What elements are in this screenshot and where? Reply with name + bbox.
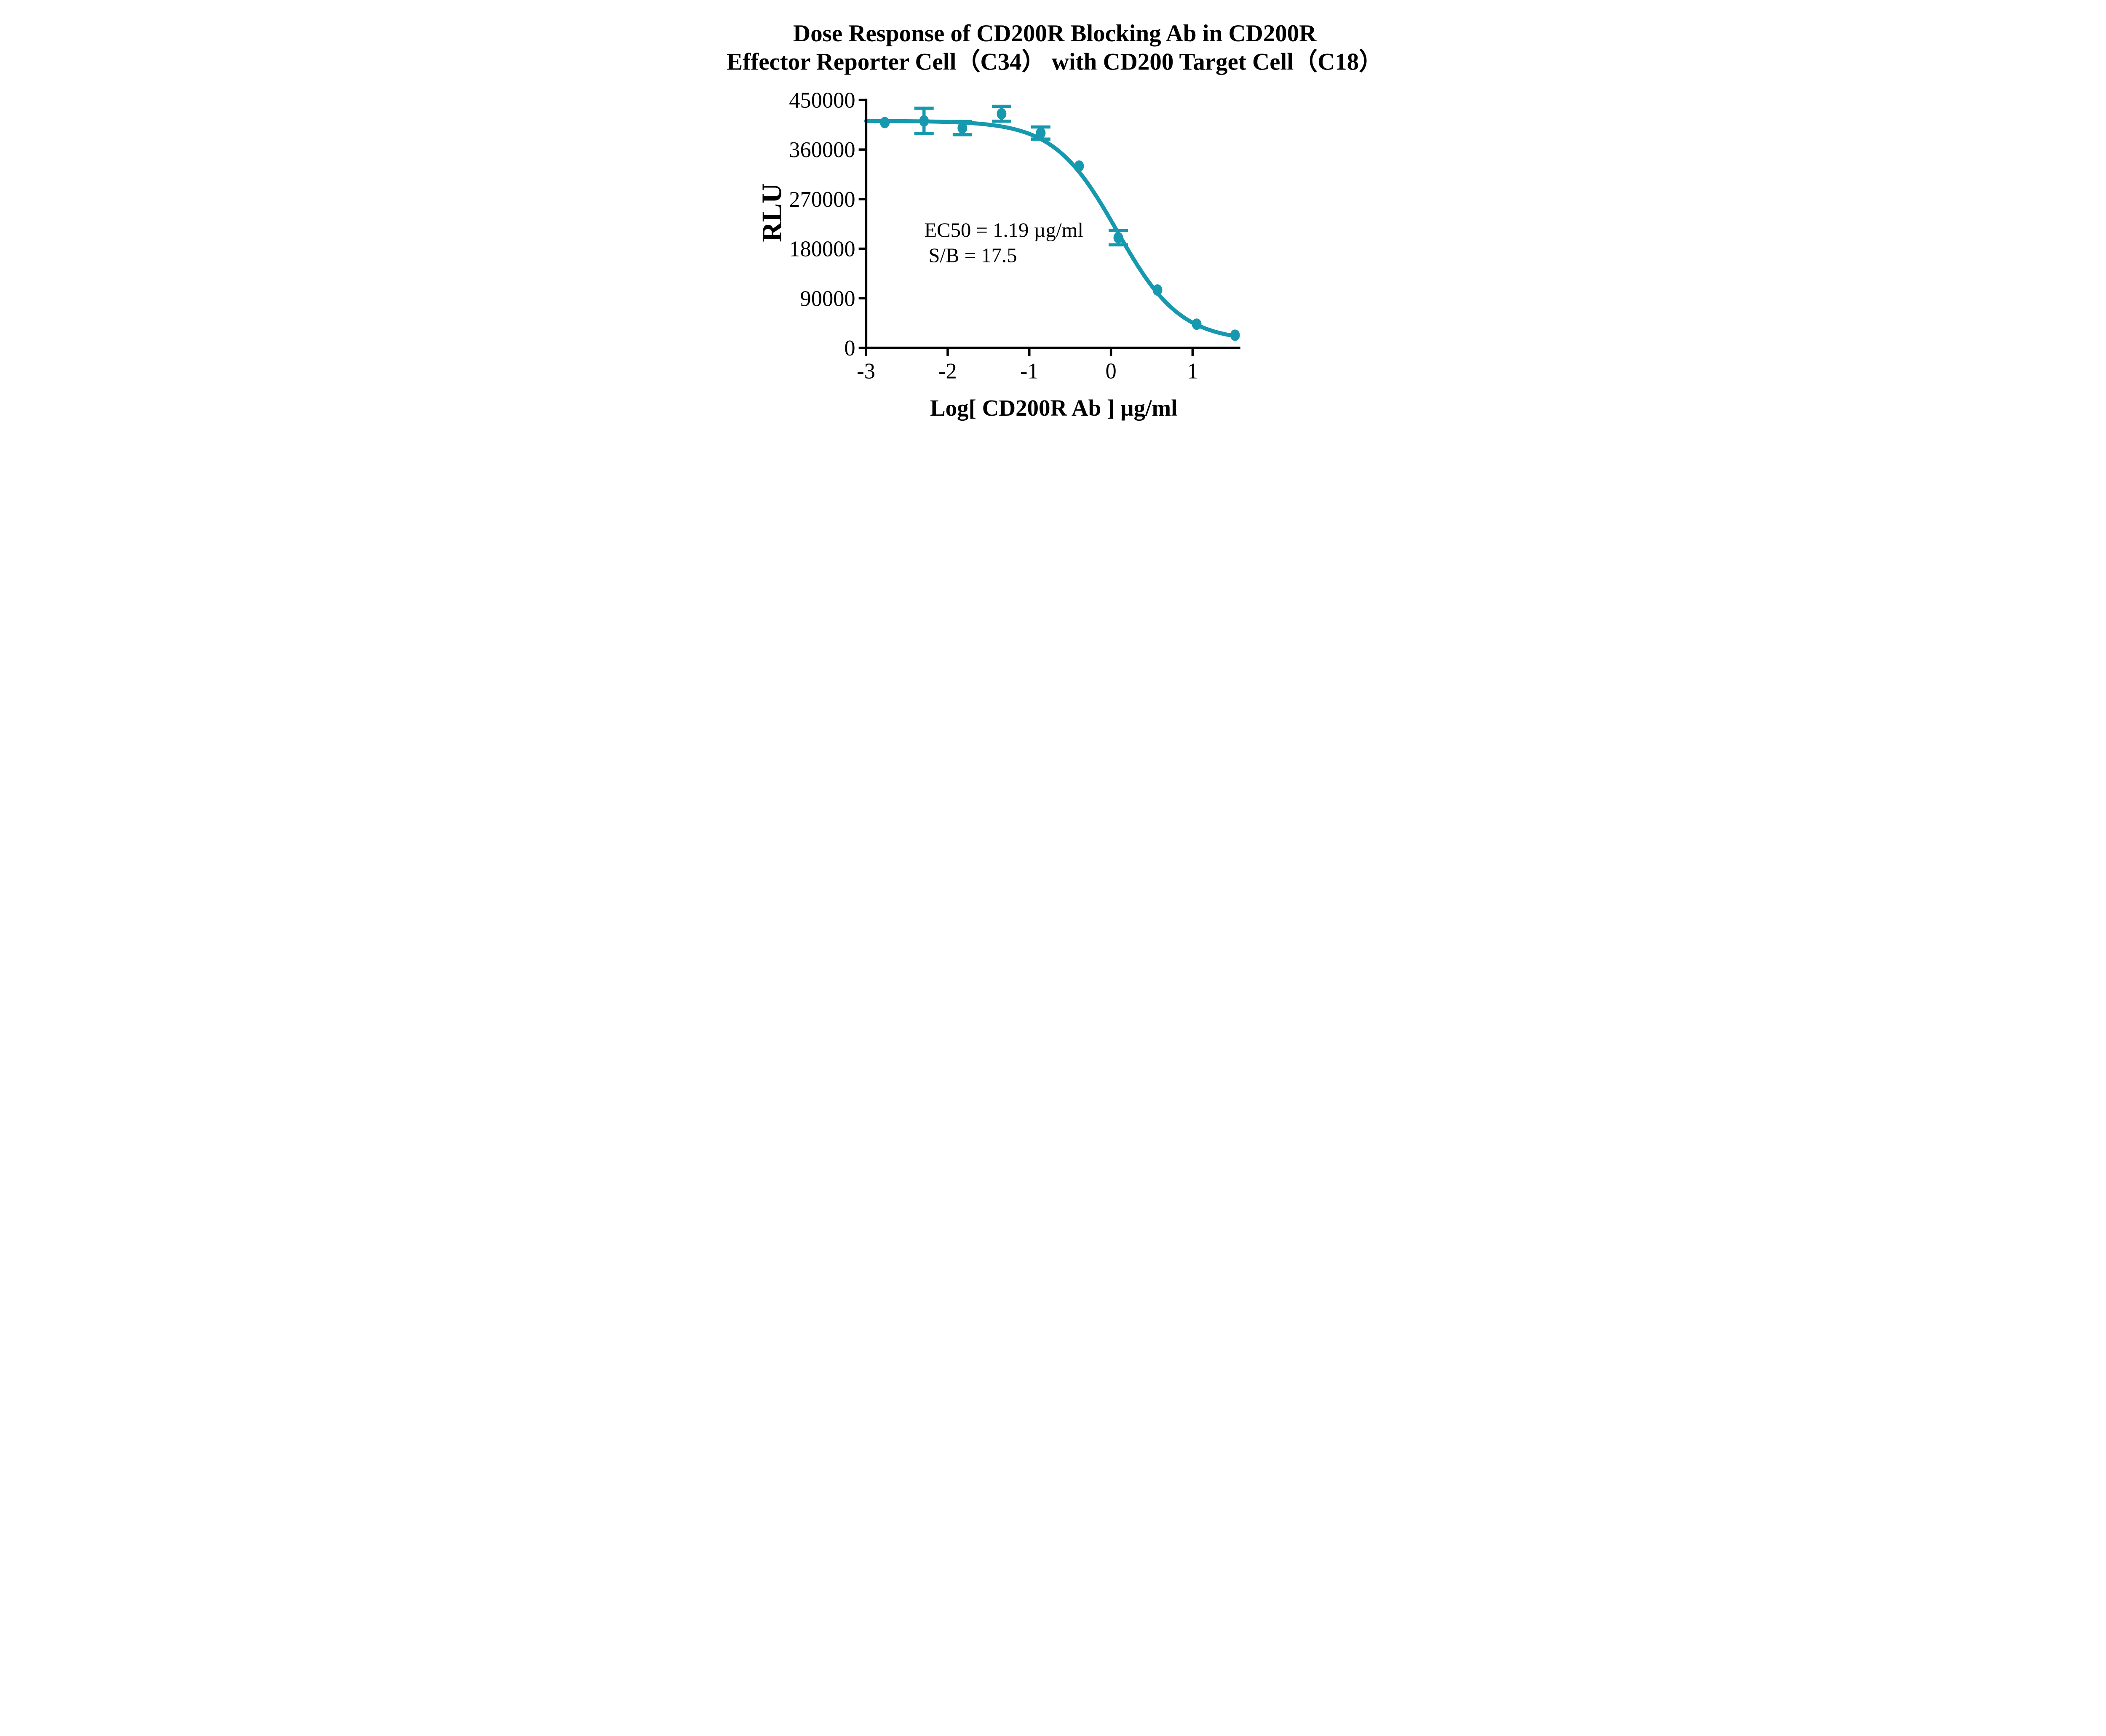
y-tick-label: 180000 bbox=[789, 237, 855, 262]
y-tick-labels: 0 90000 180000 270000 360000 450000 bbox=[789, 88, 855, 361]
data-point-marker bbox=[919, 115, 929, 127]
data-point-marker bbox=[1230, 329, 1240, 341]
x-tick-label: 0 bbox=[1105, 359, 1116, 383]
x-tick-label: -1 bbox=[1020, 359, 1038, 383]
data-point-marker bbox=[957, 122, 967, 134]
x-tick-label: -2 bbox=[938, 359, 957, 383]
annotation-ec50: EC50 = 1.19 µg/ml bbox=[924, 219, 1083, 241]
x-tick-label: 1 bbox=[1187, 359, 1198, 383]
axes bbox=[858, 99, 1240, 356]
data-point-marker bbox=[1074, 160, 1084, 172]
y-tick-label: 0 bbox=[844, 336, 855, 361]
x-tick-labels: -3 -2 -1 0 1 bbox=[857, 359, 1198, 383]
data-point-marker bbox=[1113, 232, 1123, 243]
chart-figure: Dose Response of CD200R Blocking Ab in C… bbox=[725, 0, 1381, 434]
x-axis-title: Log[ CD200R Ab ] µg/ml bbox=[930, 395, 1177, 421]
y-axis-title: RLU bbox=[756, 183, 787, 242]
data-point-marker bbox=[879, 117, 890, 128]
y-tick-label: 90000 bbox=[800, 286, 855, 311]
y-tick-label: 360000 bbox=[789, 138, 855, 162]
data-point-marker bbox=[1035, 127, 1045, 139]
y-tick-label: 450000 bbox=[789, 88, 855, 112]
dose-response-figure: Dose Response of CD200R Blocking Ab in C… bbox=[725, 0, 1381, 434]
chart-title-line2: Effector Reporter Cell（C34） with CD200 T… bbox=[727, 48, 1381, 75]
data-points bbox=[879, 108, 1240, 341]
y-tick-label: 270000 bbox=[789, 187, 855, 212]
data-point-marker bbox=[1192, 318, 1202, 330]
data-point-marker bbox=[1152, 284, 1163, 296]
chart-title-line1: Dose Response of CD200R Blocking Ab in C… bbox=[793, 20, 1317, 47]
data-point-marker bbox=[996, 108, 1006, 120]
x-tick-label: -3 bbox=[857, 359, 875, 383]
annotation-sb: S/B = 17.5 bbox=[928, 244, 1017, 267]
